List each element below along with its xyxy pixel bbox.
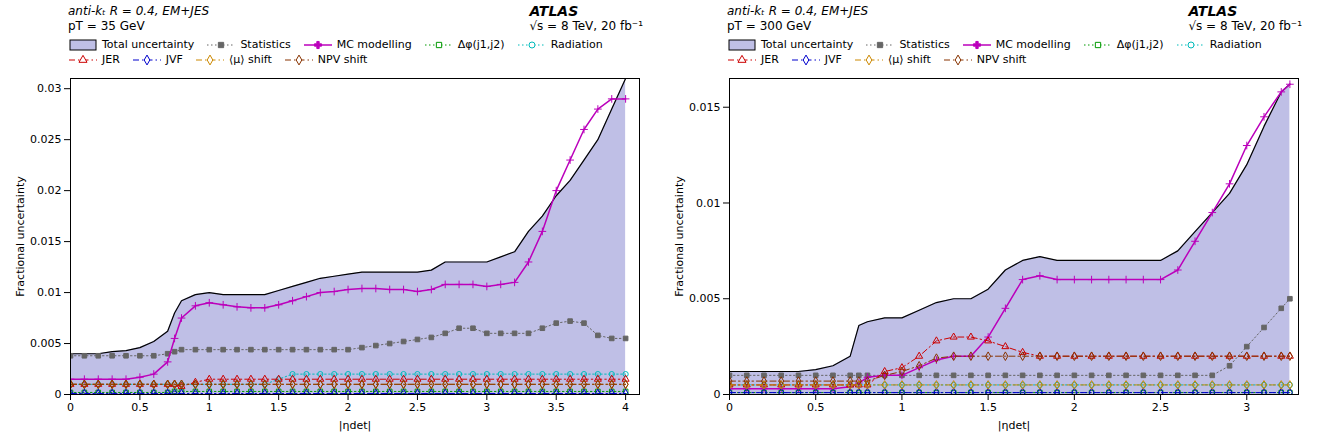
svg-text:4: 4 bbox=[622, 401, 629, 414]
svg-text:0.005: 0.005 bbox=[689, 292, 721, 305]
html-text:anti-kₜ R = 0.4, EM+JES: anti-kₜ R = 0.4, EM+JES bbox=[68, 4, 210, 18]
svg-text:0.5: 0.5 bbox=[807, 401, 825, 414]
html-text:Δφ(j1,j2): Δφ(j1,j2) bbox=[457, 38, 505, 51]
html-text:⟨μ⟩ shift: ⟨μ⟩ shift bbox=[229, 53, 272, 66]
html-text:Statistics: Statistics bbox=[240, 38, 291, 51]
svg-text:2.5: 2.5 bbox=[409, 401, 427, 414]
html-text:√s = 8 TeV, 20 fb⁻¹: √s = 8 TeV, 20 fb⁻¹ bbox=[1188, 19, 1302, 33]
svg-text:0: 0 bbox=[726, 401, 733, 414]
html-text:pT = 35 GeV: pT = 35 GeV bbox=[68, 19, 145, 33]
svg-text:3: 3 bbox=[483, 401, 490, 414]
html-text:Radiation: Radiation bbox=[1209, 38, 1262, 51]
svg-text:0.01: 0.01 bbox=[37, 286, 62, 299]
html-text:pT = 300 GeV: pT = 300 GeV bbox=[727, 19, 812, 33]
svg-text:1.5: 1.5 bbox=[979, 401, 997, 414]
html-text:Radiation: Radiation bbox=[550, 38, 603, 51]
svg-text:2: 2 bbox=[1071, 401, 1078, 414]
svg-text:0: 0 bbox=[67, 401, 74, 414]
html-text:JVF: JVF bbox=[165, 53, 183, 66]
html-text:MC modelling: MC modelling bbox=[995, 38, 1071, 51]
svg-text:1: 1 bbox=[898, 401, 905, 414]
svg-text:0.02: 0.02 bbox=[37, 184, 62, 197]
svg-text:0.5: 0.5 bbox=[131, 401, 149, 414]
html-text:NPV shift: NPV shift bbox=[976, 53, 1027, 66]
html-text:Total uncertainty: Total uncertainty bbox=[102, 38, 195, 51]
svg-text:3.5: 3.5 bbox=[547, 401, 565, 414]
html-text:ATLAS: ATLAS bbox=[1188, 3, 1238, 19]
html-text:⟨μ⟩ shift: ⟨μ⟩ shift bbox=[888, 53, 931, 66]
html-text:JVF: JVF bbox=[824, 53, 842, 66]
svg-text:0.015: 0.015 bbox=[689, 101, 721, 114]
svg-text:0.005: 0.005 bbox=[30, 337, 62, 350]
svg-text:1: 1 bbox=[206, 401, 213, 414]
svg-text:1.5: 1.5 bbox=[270, 401, 288, 414]
svg-text:0.015: 0.015 bbox=[30, 235, 62, 248]
html-text:Δφ(j1,j2): Δφ(j1,j2) bbox=[1116, 38, 1164, 51]
html-text:JER: JER bbox=[761, 53, 779, 66]
svg-text:0.025: 0.025 bbox=[30, 133, 62, 146]
svg-text:Fractional uncertainty: Fractional uncertainty bbox=[673, 176, 686, 297]
svg-text:3: 3 bbox=[1243, 401, 1250, 414]
svg-text:Fractional uncertainty: Fractional uncertainty bbox=[14, 176, 27, 297]
html-text:NPV shift: NPV shift bbox=[317, 53, 368, 66]
svg-text:2: 2 bbox=[345, 401, 352, 414]
html-text:Statistics: Statistics bbox=[899, 38, 950, 51]
svg-text:|ηdet|: |ηdet| bbox=[998, 419, 1030, 432]
svg-text:|ηdet|: |ηdet| bbox=[339, 419, 371, 432]
html-text:MC modelling: MC modelling bbox=[336, 38, 412, 51]
svg-text:0.01: 0.01 bbox=[696, 197, 721, 210]
html-text:anti-kₜ R = 0.4, EM+JES: anti-kₜ R = 0.4, EM+JES bbox=[727, 4, 869, 18]
svg-text:0: 0 bbox=[55, 388, 62, 401]
svg-text:2.5: 2.5 bbox=[1152, 401, 1170, 414]
html-text:ATLAS: ATLAS bbox=[529, 3, 579, 19]
html-text:Total uncertainty: Total uncertainty bbox=[761, 38, 854, 51]
html-text:√s = 8 TeV, 20 fb⁻¹: √s = 8 TeV, 20 fb⁻¹ bbox=[529, 19, 643, 33]
html-text:JER: JER bbox=[102, 53, 120, 66]
svg-text:0: 0 bbox=[714, 388, 721, 401]
svg-text:0.03: 0.03 bbox=[37, 82, 62, 95]
